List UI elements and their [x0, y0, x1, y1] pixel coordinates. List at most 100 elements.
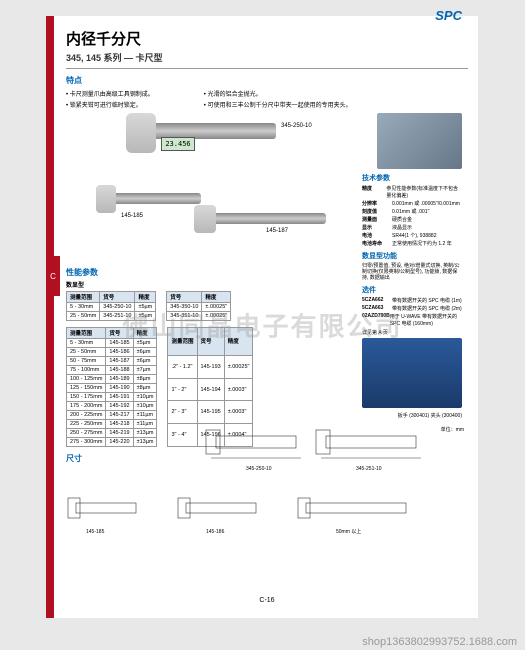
spec-row: 精度参见性能参数(标准温度下不包含量化偏差) [362, 185, 462, 199]
table-header: 货号 [167, 292, 202, 303]
table-row: 5 - 30mm345-250-10±5µm [67, 303, 156, 312]
table-header: 精度 [224, 328, 253, 356]
table-header: 货号 [197, 328, 224, 356]
table-cell: 145-194 [197, 378, 224, 401]
diagram-svg: 345-250-10 345-251-10 145-185 145-186 50… [66, 428, 466, 563]
table-cell: 50 - 75mm [67, 357, 106, 366]
table-cell: ±7µm [133, 366, 157, 375]
table-cell: 345-251-10 [100, 312, 135, 321]
micrometer-analog-2 [206, 213, 326, 224]
table-row: 5 - 30mm145-185±5µm [67, 339, 157, 348]
table-cell: ±8µm [133, 375, 157, 384]
table-row: 100 - 125mm145-189±8µm [67, 375, 157, 384]
table-row: 25 - 50mm145-186±6µm [67, 348, 157, 357]
table-row: 345-350-10±.00025" [167, 303, 231, 312]
table-cell: 145-192 [106, 402, 133, 411]
table-cell: .2" - 1.2" [168, 355, 197, 378]
table-cell: ±.0003" [224, 378, 253, 401]
table-row: 75 - 100mm145-188±7µm [67, 366, 157, 375]
table-cell: ±5µm [135, 312, 156, 321]
product-label-1: 345-250-10 [281, 123, 312, 129]
table-row: 125 - 150mm145-190±8µm [67, 384, 157, 393]
table-cell: 125 - 150mm [67, 384, 106, 393]
table-cell: 25 - 50mm [67, 348, 106, 357]
red-edge [46, 16, 54, 618]
table-header: 精度 [202, 292, 231, 303]
spec-row: 刻度值0.01mm 或 .001" [362, 208, 462, 215]
page-subtitle: 345, 145 系列 — 卡尺型 [66, 51, 468, 64]
table-cell: ±10µm [133, 402, 157, 411]
table-cell: 145-191 [106, 393, 133, 402]
acc-note: 详见第 A 页 [362, 329, 462, 336]
micrometer-jaw-3 [194, 205, 216, 233]
feature-item: 光滑的铝合金抛光。 [204, 89, 352, 98]
table-cell: 145-188 [106, 366, 133, 375]
catalog-page: C 内径千分尺 345, 145 系列 — 卡尺型 特点 卡尺测量爪由高级工具钢… [46, 16, 478, 618]
table-cell: ±11µm [133, 411, 157, 420]
features-header: 特点 [66, 75, 468, 86]
spec-row: 分辨率0.001mm 或 .00005"/0.001mm [362, 200, 462, 207]
table-header: 货号 [106, 328, 133, 339]
table-cell: ±.00025" [202, 312, 231, 321]
table-header: 货号 [100, 292, 135, 303]
table-cell: ±.00025" [202, 303, 231, 312]
dimension-diagrams: 345-250-10 345-251-10 145-185 145-186 50… [66, 428, 468, 563]
table-cell: 345-350-10 [167, 303, 202, 312]
divider [66, 68, 468, 69]
lcd-display: 23.456 [161, 137, 195, 151]
diag-label: 345-250-10 [246, 466, 272, 472]
spec-row: 电池SR44(1 个), 938882 [362, 232, 462, 239]
product-images: 23.456 345-250-10 145-185 145-187 技术参数 精… [66, 113, 468, 263]
spec-row: 测量面硬质合金 [362, 216, 462, 223]
table-row: 25 - 50mm345-251-10±5µm [67, 312, 156, 321]
tech-header: 技术参数 [362, 173, 462, 183]
table-row: 150 - 175mm145-191±10µm [67, 393, 157, 402]
micrometer-digital [136, 123, 276, 139]
table-row: 2" - 3"145-195±.0003" [168, 401, 253, 424]
table-cell: ±5µm [133, 339, 157, 348]
table-row: 345-351-10±.00025" [167, 312, 231, 321]
product-label-2: 145-185 [121, 213, 143, 219]
table-digital-inch: 货号精度345-350-10±.00025"345-351-10±.00025" [166, 291, 231, 321]
table-cell: 345-250-10 [100, 303, 135, 312]
table-cell: ±10µm [133, 393, 157, 402]
table-cell: ±.00025" [224, 355, 253, 378]
table-cell: ±.0003" [224, 401, 253, 424]
table-cell: ±6µm [133, 357, 157, 366]
table-cell: 145-193 [197, 355, 224, 378]
table-cell: 2" - 3" [168, 401, 197, 424]
table-header: 测量范围 [168, 328, 197, 356]
table-row: 175 - 200mm145-192±10µm [67, 402, 157, 411]
red-tab: C [46, 256, 60, 296]
table-cell: 200 - 225mm [67, 411, 106, 420]
page-number: C-16 [259, 597, 274, 604]
content: 内径千分尺 345, 145 系列 — 卡尺型 特点 卡尺测量爪由高级工具钢制成… [66, 28, 468, 608]
table-cell: 175 - 200mm [67, 402, 106, 411]
table-row: .2" - 1.2"145-193±.00025" [168, 355, 253, 378]
application-photo-1 [377, 113, 462, 169]
micrometer-jaw [126, 113, 156, 153]
spc-logo: SPC [435, 8, 462, 23]
tech-specs: 技术参数 精度参见性能参数(标准温度下不包含量化偏差)分辨率0.001mm 或 … [362, 173, 462, 359]
feature-item: 卡尺测量爪由高级工具钢制成。 [66, 89, 154, 98]
table-cell: 75 - 100mm [67, 366, 106, 375]
table-cell: ±6µm [133, 348, 157, 357]
diag-label: 145-186 [206, 529, 225, 535]
diag-label: 345-251-10 [356, 466, 382, 472]
table-cell: 100 - 125mm [67, 375, 106, 384]
table-cell: 5 - 30mm [67, 339, 106, 348]
table-cell: ±5µm [135, 303, 156, 312]
table-cell: 5 - 30mm [67, 303, 100, 312]
accessory-row: 5CZA662带有数据开关的 SPC 电缆 (1m) [362, 297, 462, 304]
table-row: 50 - 75mm145-187±6µm [67, 357, 157, 366]
features-bullets: 卡尺测量爪由高级工具钢制成。锁紧夹钳可进行临时锁定。 光滑的铝合金抛光。可使用和… [66, 89, 468, 111]
table-cell: 1" - 2" [168, 378, 197, 401]
application-photo-2 [362, 338, 462, 408]
table-cell: 145-190 [106, 384, 133, 393]
table-header: 测量范围 [67, 328, 106, 339]
diag-label: 145-185 [86, 529, 105, 535]
table-header: 精度 [133, 328, 157, 339]
micrometer-jaw-2 [96, 185, 116, 213]
table-cell: 145-185 [106, 339, 133, 348]
table-cell: 25 - 50mm [67, 312, 100, 321]
